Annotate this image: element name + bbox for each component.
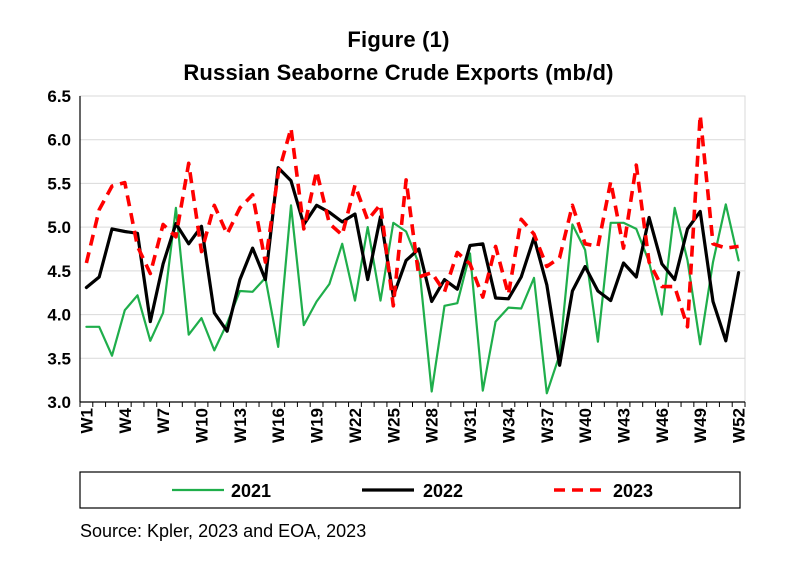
- series-line-2021: [85, 203, 740, 395]
- x-tick-label: W16: [269, 408, 288, 443]
- x-tick-labels: W1 W4 W7 W10 W13 W16 W19 W22 W25 W28 W31 W34 W37 W40 W…: [77, 407, 748, 443]
- series-lines: [84, 113, 741, 395]
- chart-title: Figure (1): [347, 27, 450, 52]
- x-tick-label: W31: [461, 408, 480, 443]
- axes: [79, 95, 746, 407]
- x-tick-label: W13: [231, 408, 250, 443]
- y-tick-labels: 3.0 3.5 4.0 4.5 5.0 5.5 6.0 6.5: [47, 87, 71, 412]
- x-tick-label: W43: [615, 408, 634, 443]
- y-tick-label: 3.5: [47, 349, 71, 368]
- x-tick-label: W52: [730, 408, 749, 443]
- x-tick-label: W34: [499, 407, 518, 443]
- x-tick-label: W4: [116, 407, 135, 433]
- source-note: Source: Kpler, 2023 and EOA, 2023: [80, 521, 367, 541]
- x-tick-label: W37: [538, 408, 557, 443]
- legend-label-2023: 2023: [613, 481, 653, 501]
- legend-label-2021: 2021: [231, 481, 271, 501]
- y-tick-label: 3.0: [47, 393, 71, 412]
- y-tick-label: 6.5: [47, 87, 71, 106]
- x-tick-label: W40: [576, 408, 595, 443]
- x-tick-label: W25: [384, 408, 403, 443]
- y-tick-label: 6.0: [47, 131, 71, 150]
- x-tick-label: W10: [192, 408, 211, 443]
- chart-subtitle: Russian Seaborne Crude Exports (mb/d): [183, 60, 614, 85]
- series-line-2023: [84, 113, 739, 329]
- y-tick-label: 5.5: [47, 174, 71, 193]
- x-tick-label: W19: [308, 408, 327, 443]
- x-tick-label: W1: [77, 408, 96, 434]
- legend-label-2022: 2022: [423, 481, 463, 501]
- y-tick-label: 4.0: [47, 306, 71, 325]
- x-tick-label: W22: [346, 408, 365, 443]
- x-tick-label: W28: [423, 408, 442, 443]
- x-tick-label: W49: [691, 408, 710, 443]
- x-tick-label: W7: [154, 408, 173, 434]
- y-tick-label: 5.0: [47, 218, 71, 237]
- x-tick-label: W46: [653, 408, 672, 443]
- legend: 2021 2022 2023: [79, 471, 741, 509]
- y-tick-label: 4.5: [47, 262, 71, 281]
- series-line-2022: [84, 166, 741, 367]
